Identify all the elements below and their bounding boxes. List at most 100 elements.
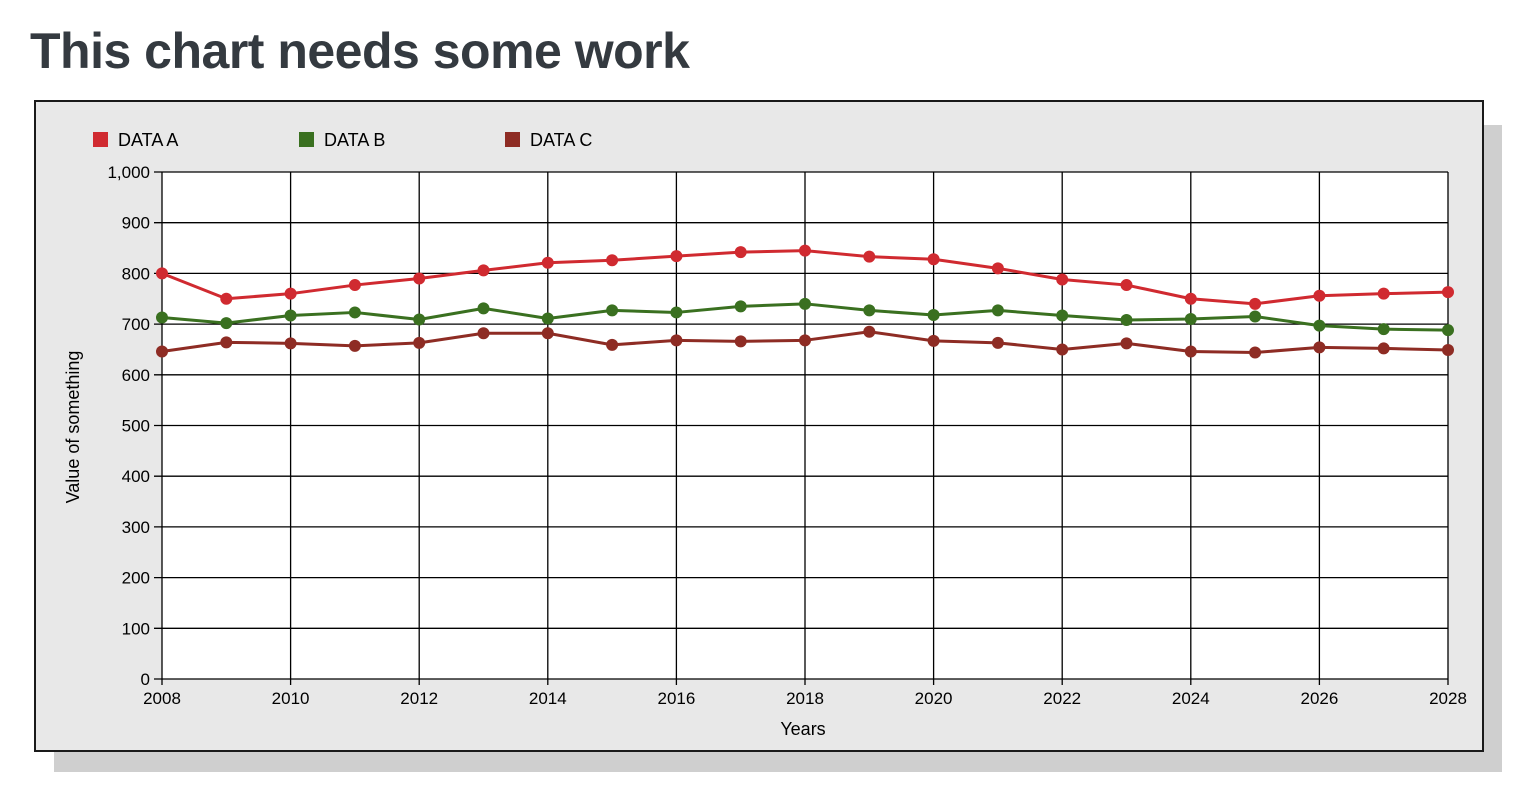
- legend-item[interactable]: DATA B: [299, 130, 385, 150]
- y-tick-label: 300: [122, 518, 150, 537]
- x-tick-label: 2022: [1043, 689, 1081, 708]
- data-point[interactable]: [1184, 313, 1197, 326]
- data-point[interactable]: [863, 250, 876, 263]
- y-tick-label: 200: [122, 569, 150, 588]
- data-point[interactable]: [670, 250, 683, 263]
- line-chart: 0 100 200 300 400 500 600 700 800 900 1,000 2008 201…: [63, 130, 1467, 739]
- data-point[interactable]: [413, 336, 426, 349]
- x-axis-label: Years: [780, 719, 825, 739]
- data-point[interactable]: [1377, 323, 1390, 336]
- y-tick-label: 100: [122, 619, 150, 638]
- data-point[interactable]: [413, 313, 426, 326]
- y-tick-label: 500: [122, 417, 150, 436]
- data-point[interactable]: [541, 312, 554, 325]
- data-point[interactable]: [1184, 345, 1197, 358]
- data-point[interactable]: [734, 246, 747, 259]
- series-data-a: [156, 244, 1454, 310]
- data-point[interactable]: [1313, 319, 1326, 332]
- x-tick-label: 2016: [657, 689, 695, 708]
- data-point[interactable]: [670, 306, 683, 319]
- legend-swatch: [299, 132, 314, 147]
- y-tick-label: 700: [122, 315, 150, 334]
- x-tick-label: 2020: [915, 689, 953, 708]
- data-point[interactable]: [1377, 342, 1390, 355]
- data-point[interactable]: [477, 302, 490, 315]
- legend: DATA A DATA B DATA C: [93, 130, 592, 150]
- data-point[interactable]: [477, 327, 490, 340]
- data-point[interactable]: [1377, 287, 1390, 300]
- y-axis-label: Value of something: [63, 351, 83, 504]
- data-point[interactable]: [606, 338, 619, 351]
- x-tick-label: 2010: [272, 689, 310, 708]
- data-point[interactable]: [799, 334, 811, 347]
- data-point[interactable]: [220, 292, 233, 305]
- data-point[interactable]: [863, 304, 876, 317]
- legend-item[interactable]: DATA C: [505, 130, 592, 150]
- y-tick-label: 0: [141, 670, 150, 689]
- data-point[interactable]: [1056, 273, 1069, 286]
- data-point[interactable]: [477, 264, 490, 277]
- data-point[interactable]: [991, 336, 1004, 349]
- axis-layer: 0 100 200 300 400 500 600 700 800 900 1,000 2008 201…: [107, 163, 1466, 708]
- y-tick-label: 400: [122, 467, 150, 486]
- y-tick-label: 600: [122, 366, 150, 385]
- x-tick-label: 2026: [1300, 689, 1338, 708]
- data-point[interactable]: [348, 306, 361, 319]
- data-point[interactable]: [1184, 292, 1197, 305]
- legend-item[interactable]: DATA A: [93, 130, 178, 150]
- x-tick-label: 2008: [143, 689, 181, 708]
- data-point[interactable]: [606, 254, 619, 267]
- data-point[interactable]: [927, 334, 940, 347]
- x-tick-label: 2028: [1429, 689, 1467, 708]
- legend-label: DATA A: [118, 130, 178, 150]
- data-point[interactable]: [734, 300, 747, 313]
- x-tick-label: 2012: [400, 689, 438, 708]
- data-point[interactable]: [284, 287, 297, 300]
- data-point[interactable]: [1120, 279, 1133, 292]
- data-point[interactable]: [156, 345, 168, 358]
- data-point[interactable]: [284, 309, 297, 322]
- data-point[interactable]: [606, 304, 619, 317]
- data-point[interactable]: [541, 327, 554, 340]
- data-point[interactable]: [1056, 309, 1069, 322]
- series-data-b: [156, 297, 1454, 337]
- legend-swatch: [505, 132, 520, 147]
- data-point[interactable]: [1249, 310, 1262, 323]
- x-tick-label: 2014: [529, 689, 567, 708]
- x-tick-label: 2024: [1172, 689, 1210, 708]
- data-point[interactable]: [541, 256, 554, 269]
- data-point[interactable]: [799, 244, 811, 257]
- data-point[interactable]: [348, 279, 361, 292]
- data-point[interactable]: [1120, 314, 1133, 327]
- x-tick-label: 2018: [786, 689, 824, 708]
- chart-card: 0 100 200 300 400 500 600 700 800 900 1,000 2008 201…: [34, 100, 1484, 752]
- data-point[interactable]: [220, 317, 233, 330]
- data-point[interactable]: [413, 272, 426, 285]
- data-point[interactable]: [991, 262, 1004, 275]
- data-point[interactable]: [927, 253, 940, 266]
- data-point[interactable]: [734, 335, 747, 348]
- page-title: This chart needs some work: [30, 23, 690, 79]
- data-point[interactable]: [1249, 297, 1262, 310]
- legend-label: DATA C: [530, 130, 592, 150]
- data-point[interactable]: [1442, 286, 1454, 299]
- data-point[interactable]: [156, 311, 168, 324]
- data-point[interactable]: [156, 267, 168, 280]
- data-point[interactable]: [1313, 289, 1326, 302]
- data-point[interactable]: [863, 325, 876, 338]
- data-point[interactable]: [799, 297, 811, 310]
- data-point[interactable]: [1120, 337, 1133, 350]
- data-point[interactable]: [1442, 324, 1454, 337]
- data-point[interactable]: [284, 337, 297, 350]
- data-point[interactable]: [670, 334, 683, 347]
- legend-label: DATA B: [324, 130, 385, 150]
- data-point[interactable]: [1442, 343, 1454, 356]
- data-point[interactable]: [220, 336, 233, 349]
- series-data-c: [156, 325, 1454, 359]
- data-point[interactable]: [1249, 346, 1262, 359]
- data-point[interactable]: [1313, 341, 1326, 354]
- data-point[interactable]: [927, 308, 940, 321]
- data-point[interactable]: [348, 339, 361, 352]
- data-point[interactable]: [991, 304, 1004, 317]
- data-point[interactable]: [1056, 343, 1069, 356]
